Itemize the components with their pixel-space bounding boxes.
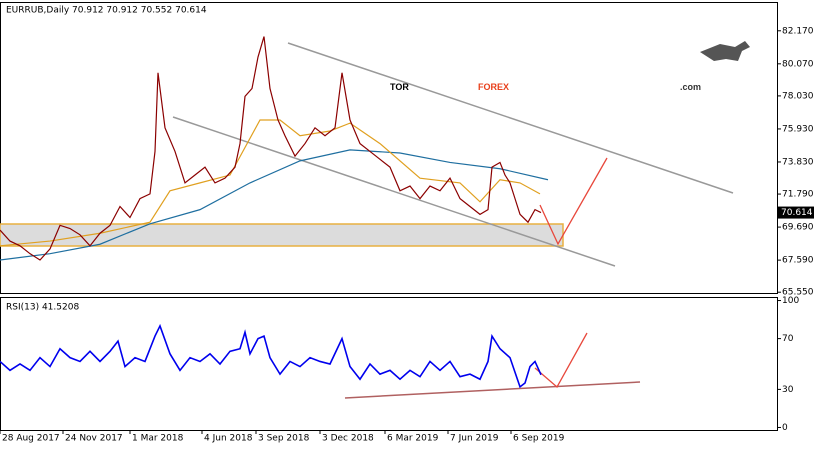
channel-line <box>287 42 734 194</box>
x-tick-label: 1 Mar 2018 <box>132 434 184 444</box>
x-tick-label: 7 Jun 2019 <box>450 434 499 444</box>
logo-tor: TOR <box>390 82 409 92</box>
logo-forex: FOREX <box>478 82 509 92</box>
y-tick-label: 0 <box>782 423 788 433</box>
chart-title: EURRUB,Daily 70.912 70.912 70.552 70.614 <box>6 6 207 16</box>
x-tick-label: 3 Dec 2018 <box>322 434 374 444</box>
channel-line <box>172 116 616 267</box>
y-tick-label: 82.170 <box>782 26 814 36</box>
forecast-arrow <box>539 157 608 246</box>
rsi-trend-line <box>344 381 641 399</box>
price-label-box <box>778 206 814 219</box>
x-tick-label: 24 Nov 2017 <box>65 434 123 444</box>
price-panel <box>0 2 778 294</box>
x-tick-label: 6 Mar 2019 <box>387 434 439 444</box>
y-tick-label: 30 <box>782 385 794 395</box>
x-tick-label: 6 Sep 2019 <box>513 434 565 444</box>
x-tick-label: 28 Aug 2017 <box>2 434 60 444</box>
logo-com: .com <box>680 82 701 92</box>
y-tick-label: 73.830 <box>782 157 814 167</box>
support-zone <box>0 223 564 247</box>
y-tick-label: 80.070 <box>782 59 814 69</box>
y-tick-label: 71.790 <box>782 190 814 200</box>
y-tick-label: 75.930 <box>782 124 814 134</box>
y-tick-label: 65.550 <box>782 288 814 298</box>
rsi-panel <box>0 297 778 431</box>
x-tick-label: 3 Sep 2018 <box>258 434 310 444</box>
y-tick-label: 70 <box>782 334 794 344</box>
y-tick-label: 100 <box>782 296 799 306</box>
logo-bull <box>700 41 750 61</box>
rsi-forecast-arrow <box>534 332 588 389</box>
series-line <box>0 36 542 261</box>
y-tick-label: 67.590 <box>782 256 814 266</box>
series-line <box>0 149 549 261</box>
y-tick-label: 69.690 <box>782 223 814 233</box>
rsi-title: RSI(13) 41.5208 <box>6 303 79 313</box>
series-line <box>0 323 542 389</box>
series-line <box>0 119 541 247</box>
x-tick-label: 4 Jun 2018 <box>204 434 253 444</box>
price-label: 70.614 <box>781 208 813 218</box>
y-tick-label: 78.030 <box>782 91 814 101</box>
